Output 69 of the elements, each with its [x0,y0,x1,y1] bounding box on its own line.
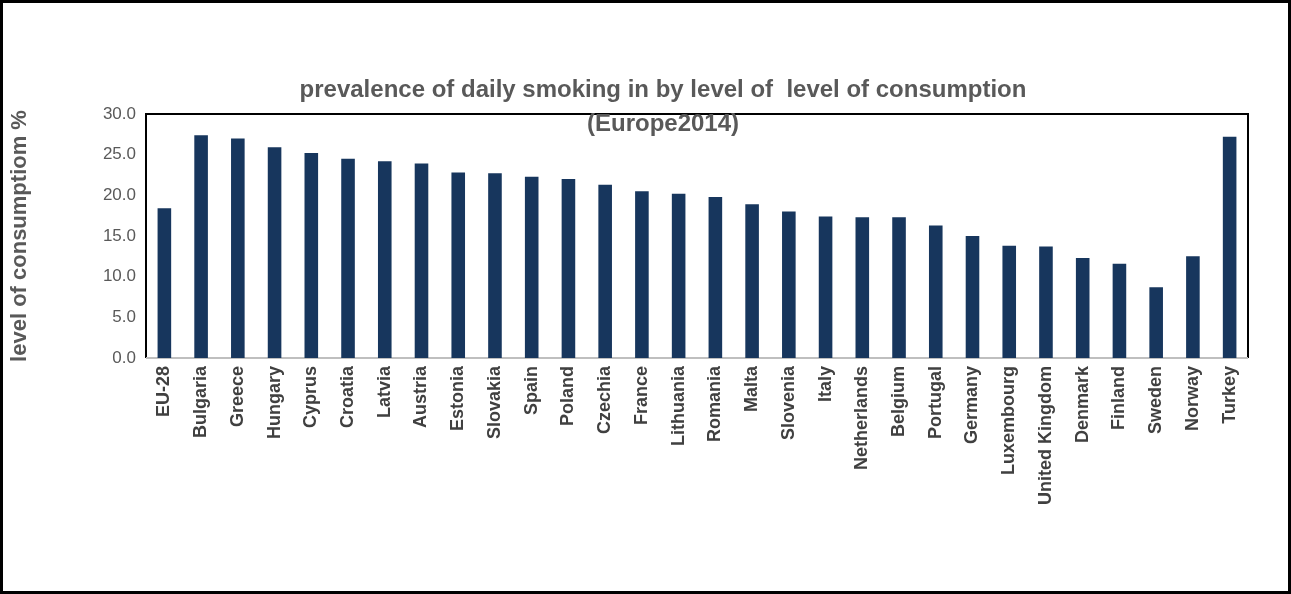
x-tick-label: Germany [961,366,982,445]
x-tick-label: Malta [741,365,762,413]
bar [231,138,245,358]
chart-title: prevalence of daily smoking in by level of level of consumption (Europe2014) [299,75,1027,136]
bar [745,204,759,358]
bar [928,225,943,358]
bar [892,217,906,358]
y-tick-label: 10.0 [102,266,136,286]
x-tick-label: Luxembourg [998,366,1019,476]
x-tick-label: Cyprus [300,366,321,429]
bar [965,236,980,358]
bar [488,173,502,358]
x-tick-label: Poland [557,366,578,427]
x-tick-label: Sweden [1145,366,1166,435]
x-tick-label: Finland [1108,366,1129,430]
bar [635,191,649,358]
x-tick-label: Belgium [888,366,908,438]
x-tick-label: Lithuania [667,365,688,446]
x-tick-label: Bulgaria [190,365,211,439]
y-axis-title: level of consumptiom % [6,110,32,362]
y-tick-label: 30.0 [102,103,136,123]
y-tick-label: 15.0 [102,225,136,245]
bar [782,211,796,358]
bar [414,163,429,358]
bar [598,184,612,358]
x-tick-label: Spain [520,366,541,416]
bar [194,135,208,358]
x-tick-label: Latvia [373,365,394,419]
bar [377,161,392,358]
bar [1039,246,1053,358]
y-tick-label: 20.0 [102,185,136,205]
bar [855,217,870,358]
x-tick-label: France [630,366,651,426]
x-tick-label: Turkey [1218,366,1239,424]
x-tick-label: Italy [814,366,835,403]
bar [451,172,466,358]
bar [341,158,355,358]
x-tick-label: Croatia [337,365,357,429]
x-tick-label: Hungary [263,366,284,440]
x-tick-label: Netherlands [851,366,872,471]
x-tick-label: Greece [226,366,247,428]
bar [267,147,282,358]
x-tick-label: Norway [1181,366,1202,432]
bar [157,208,172,358]
x-tick-label: Austria [410,365,431,429]
y-tick-label: 5.0 [112,307,136,327]
bar [708,196,723,358]
bar [671,193,686,358]
bar [1075,257,1090,358]
x-tick-label: Estonia [447,365,468,432]
x-tick-label: Czechia [594,365,615,435]
bar [1149,287,1163,358]
bar [1112,263,1127,358]
bar [524,176,539,358]
x-tick-label: United Kingdom [1034,366,1055,505]
y-tick-label: 0.0 [112,347,136,367]
bar [1222,136,1237,358]
x-tick-label: Romania [704,365,725,443]
x-tick-label: Slovenia [777,365,798,441]
bar [1002,245,1017,358]
bar [304,153,319,358]
y-tick-label: 25.0 [102,144,136,164]
x-tick-label: EU-28 [153,366,174,418]
x-tick-label: Portugal [924,366,945,440]
x-tick-label: Denmark [1071,365,1092,444]
x-tick-label: Slovakia [483,365,504,440]
bar [1186,256,1200,358]
bar [561,179,576,358]
bar [818,216,833,358]
